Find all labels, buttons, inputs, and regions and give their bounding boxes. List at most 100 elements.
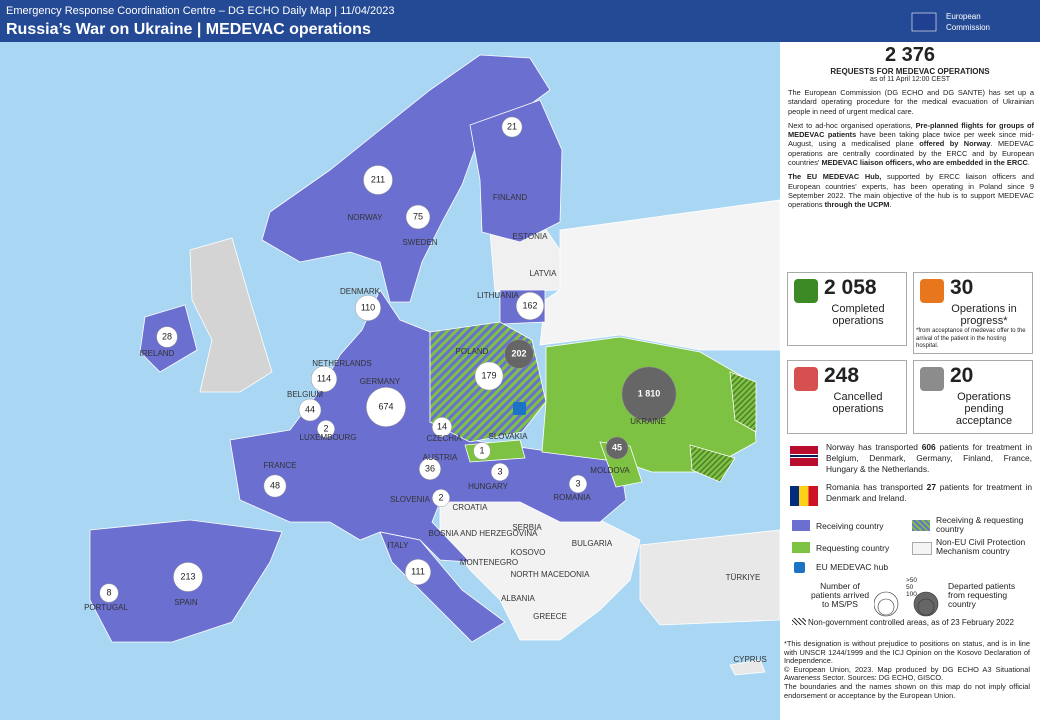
country-label: ALBANIA: [501, 594, 535, 603]
country-label: NORTH MACEDONIA: [511, 570, 591, 579]
legend-text: Non-EU Civil Protection Mechanism countr…: [936, 537, 1026, 556]
bubble: [298, 398, 322, 422]
as-of: as of 11 April 12:00 CEST: [869, 76, 951, 83]
bubble: [173, 562, 203, 592]
bubble-label: 211: [371, 174, 385, 184]
paragraph: The EU MEDEVAC Hub, supported by ERCC li…: [788, 172, 1034, 209]
country-label: SWEDEN: [402, 238, 437, 247]
land: [89, 54, 781, 676]
logo-text: European: [946, 12, 981, 21]
text-segment: Romania has transported: [826, 482, 927, 492]
country-label: TÜRKIYE: [726, 573, 761, 582]
scale-label: >50: [906, 577, 918, 584]
stat-icon: [920, 279, 944, 303]
swatch: [792, 520, 810, 531]
country-label: DENMARK: [340, 287, 381, 296]
country-label: SLOVAKIA: [489, 432, 529, 441]
country-label: ITALY: [387, 541, 409, 550]
text-segment: patients for treatment in Denmark and Ir…: [826, 482, 1032, 503]
bubble-label: 162: [522, 300, 537, 310]
bubble: [419, 458, 441, 480]
country-label: FINLAND: [493, 193, 527, 202]
bubble: [405, 204, 431, 230]
stat-box: 2 058 Completed operations: [787, 272, 907, 346]
stat-box: 30 Operations in progress* *from acceptanc…: [913, 272, 1033, 354]
text-segment: 606: [921, 442, 936, 452]
country-label: SLOVENIA: [390, 495, 431, 504]
country-label: CYPRUS: [733, 655, 766, 664]
bubble: [516, 292, 544, 320]
total-label: REQUESTS FOR MEDEVAC OPERATIONS: [830, 67, 990, 76]
country-label: GERMANY: [360, 377, 401, 386]
text-segment: offered by Norway: [919, 139, 991, 149]
text-segment: Norway has transported: [826, 442, 922, 452]
bubble-label: 213: [180, 571, 195, 581]
footer: *This designation is without prejudice t…: [784, 639, 1030, 700]
bubble: [263, 474, 287, 498]
bubble-label: 14: [437, 421, 447, 431]
bubble-label: 1 810: [638, 388, 661, 398]
legend-text: EU MEDEVAC hub: [816, 562, 889, 572]
legend-text: Requesting country: [816, 543, 890, 553]
bubble: [355, 295, 381, 321]
footer-text: *This designation is without prejudice t…: [784, 639, 1030, 666]
total-block: 2 376 REQUESTS FOR MEDEVAC OPERATIONS as…: [780, 44, 1040, 83]
stat-icon: [920, 367, 944, 391]
total: 2 376: [884, 44, 936, 66]
bubble: [317, 420, 335, 438]
swatch: [912, 542, 932, 555]
bubble-label: 179: [481, 370, 496, 380]
stat-number: 20: [950, 364, 974, 387]
text-segment: MEDEVAC liaison officers, who are embedd…: [821, 158, 1028, 168]
bubble-label: 110: [361, 302, 375, 312]
text-segment: The EU MEDEVAC Hub,: [788, 172, 882, 182]
swatch: [794, 562, 805, 573]
flag: [790, 486, 818, 506]
country-label: BOSNIA AND HERZEGOVINA: [429, 529, 539, 538]
stat-box: 248 Cancelled operations: [787, 360, 907, 434]
bubble-label: 44: [305, 404, 315, 414]
bubble-label: 2: [323, 423, 328, 433]
legend-text: Receiving & requesting country: [936, 515, 1024, 534]
bubble-label: 1: [479, 445, 484, 455]
stat-number: 30: [950, 276, 974, 299]
bubble-label: 114: [317, 373, 331, 383]
text-segment: Pre-planned flights for groups of MEDEVA…: [788, 120, 1034, 140]
bubble: [99, 583, 119, 603]
footer-text: © European Union, 2023. Map produced by …: [784, 664, 1030, 683]
header-bar: [0, 0, 1040, 42]
swatch: [792, 618, 806, 625]
bubble: [405, 559, 431, 585]
country-label: BULGARIA: [572, 539, 613, 548]
bubble: [432, 417, 452, 437]
country-label: GREECE: [533, 612, 567, 621]
country-label: FRANCE: [264, 461, 297, 470]
country-label: LATVIA: [530, 269, 558, 278]
text-segment: .: [1027, 158, 1030, 168]
legend-text: Number of patients arrived to MS/PS: [810, 581, 870, 609]
bubble: [621, 366, 677, 422]
paragraphs: The European Commission (DG ECHO and DG …: [780, 88, 1040, 210]
bubble-label: 21: [507, 121, 517, 131]
flag-note: Norway has transported 606 patients for …: [826, 442, 1032, 475]
footer-text: The boundaries and the names shown on th…: [784, 681, 1030, 700]
logo-flag: [911, 12, 937, 32]
stat-number: 2 058: [824, 276, 877, 299]
legend-text: Non-government controlled areas, as of 2…: [808, 618, 1014, 627]
country-label: SERBIA: [512, 523, 542, 532]
bubble-label: 28: [162, 331, 172, 341]
bubble-label: 3: [575, 478, 580, 488]
paragraph: Next to ad-hoc organised operations, Pre…: [788, 121, 1034, 167]
swatch: [912, 520, 930, 531]
bubble-label: 75: [413, 211, 423, 221]
legend: Receiving country Receiving & requesting…: [786, 516, 1036, 656]
bubble-label: 36: [425, 463, 435, 473]
side-panel: 2 376 REQUESTS FOR MEDEVAC OPERATIONS as…: [780, 42, 1040, 720]
country-label: AUSTRIA: [423, 453, 458, 462]
bubble-label: 8: [106, 587, 111, 597]
text-segment: .: [889, 200, 892, 210]
text-segment: supported by ERCC liaison officers and E…: [788, 172, 1034, 210]
bubble: [310, 365, 338, 393]
